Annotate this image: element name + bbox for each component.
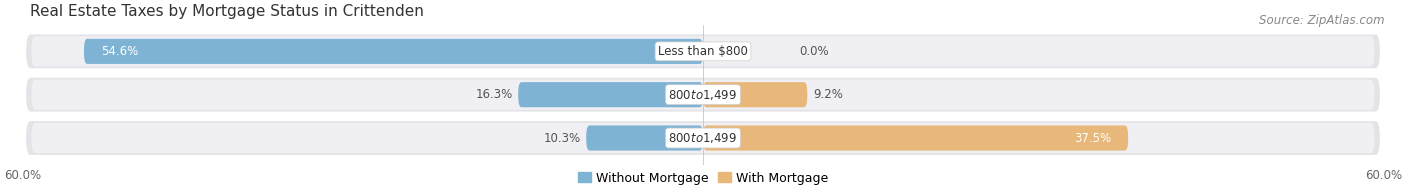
FancyBboxPatch shape bbox=[703, 125, 1128, 151]
FancyBboxPatch shape bbox=[703, 82, 807, 107]
FancyBboxPatch shape bbox=[31, 80, 1375, 110]
Text: $800 to $1,499: $800 to $1,499 bbox=[668, 131, 738, 145]
FancyBboxPatch shape bbox=[519, 82, 703, 107]
FancyBboxPatch shape bbox=[586, 125, 703, 151]
FancyBboxPatch shape bbox=[84, 39, 703, 64]
Text: 10.3%: 10.3% bbox=[544, 132, 581, 144]
Text: Real Estate Taxes by Mortgage Status in Crittenden: Real Estate Taxes by Mortgage Status in … bbox=[30, 4, 423, 19]
Text: Less than $800: Less than $800 bbox=[658, 45, 748, 58]
FancyBboxPatch shape bbox=[27, 121, 1379, 155]
Text: Source: ZipAtlas.com: Source: ZipAtlas.com bbox=[1260, 14, 1385, 27]
FancyBboxPatch shape bbox=[31, 123, 1375, 153]
FancyBboxPatch shape bbox=[27, 34, 1379, 68]
Text: 0.0%: 0.0% bbox=[800, 45, 830, 58]
FancyBboxPatch shape bbox=[31, 36, 1375, 66]
Text: 16.3%: 16.3% bbox=[475, 88, 513, 101]
FancyBboxPatch shape bbox=[27, 78, 1379, 112]
Legend: Without Mortgage, With Mortgage: Without Mortgage, With Mortgage bbox=[574, 167, 832, 190]
Text: 9.2%: 9.2% bbox=[813, 88, 842, 101]
Text: 37.5%: 37.5% bbox=[1074, 132, 1111, 144]
Text: 54.6%: 54.6% bbox=[101, 45, 138, 58]
Text: $800 to $1,499: $800 to $1,499 bbox=[668, 88, 738, 102]
